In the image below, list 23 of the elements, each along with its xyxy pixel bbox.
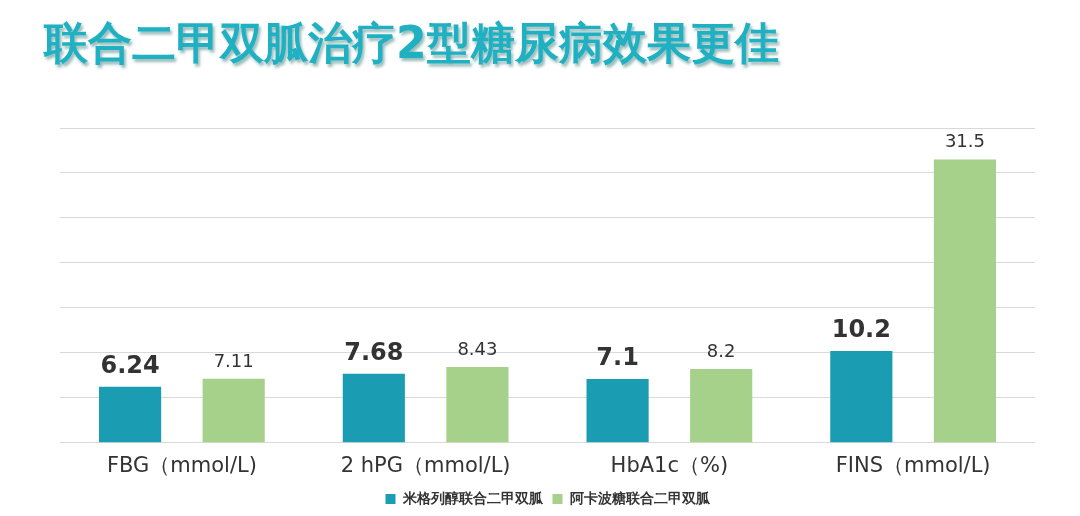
data-label: 31.5: [944, 130, 985, 152]
data-label: 8.43: [457, 337, 498, 359]
data-label: 8.2: [706, 339, 736, 361]
legend-label: 阿卡波糖联合二甲双胍: [569, 489, 711, 506]
data-label: 7.11: [213, 349, 254, 371]
bar: [933, 159, 996, 443]
bar: [446, 366, 509, 443]
bar: [586, 378, 649, 443]
chart-title: 联合二甲双胍治疗2型糖尿病效果更佳: [44, 16, 779, 70]
data-label: 7.1: [596, 343, 639, 372]
bar: [690, 369, 753, 443]
bar: [99, 386, 162, 443]
x-tick-label: 2 hPG（mmol/L): [340, 452, 511, 477]
bar: [342, 373, 405, 443]
data-label: 7.68: [344, 337, 404, 366]
legend-label: 米格列醇联合二甲双胍: [401, 489, 544, 506]
bar: [202, 378, 265, 443]
x-tick-label: FBG（mmol/L): [106, 452, 257, 477]
data-label: 6.24: [100, 350, 160, 379]
data-label: 10.2: [831, 315, 891, 344]
x-tick-label: HbA1c（%): [610, 452, 729, 477]
bar: [830, 351, 893, 443]
x-tick-label: FINS（mmol/L): [835, 452, 991, 477]
